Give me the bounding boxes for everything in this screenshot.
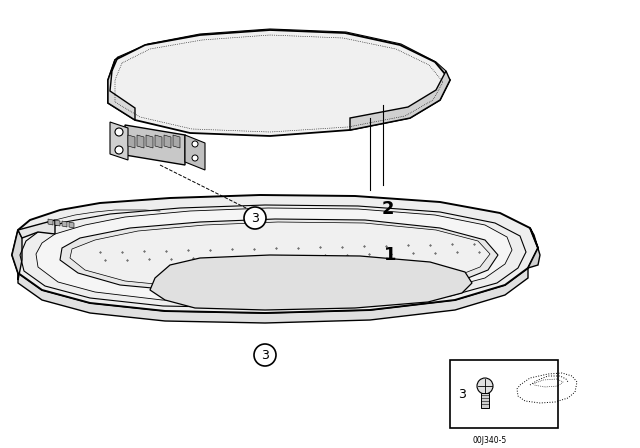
Circle shape: [254, 344, 276, 366]
Polygon shape: [137, 135, 144, 148]
Polygon shape: [108, 57, 135, 120]
Polygon shape: [18, 268, 528, 323]
Circle shape: [192, 155, 198, 161]
Polygon shape: [110, 122, 128, 160]
Text: 1: 1: [384, 246, 396, 264]
Circle shape: [115, 128, 123, 136]
Polygon shape: [108, 30, 450, 136]
Polygon shape: [350, 71, 450, 130]
Text: 2: 2: [381, 200, 394, 218]
Polygon shape: [36, 208, 512, 302]
Circle shape: [477, 378, 493, 394]
Polygon shape: [12, 230, 22, 280]
Polygon shape: [60, 219, 498, 294]
Polygon shape: [69, 222, 74, 228]
Text: 3: 3: [261, 349, 269, 362]
Circle shape: [244, 207, 266, 229]
Circle shape: [192, 141, 198, 147]
Polygon shape: [125, 125, 185, 165]
Polygon shape: [70, 222, 490, 290]
Polygon shape: [146, 135, 153, 148]
Polygon shape: [173, 135, 180, 148]
Polygon shape: [48, 219, 53, 225]
Polygon shape: [62, 221, 67, 227]
Polygon shape: [185, 135, 205, 170]
Polygon shape: [128, 135, 135, 148]
Polygon shape: [150, 255, 472, 310]
Polygon shape: [18, 220, 55, 238]
Text: 3: 3: [251, 211, 259, 224]
Circle shape: [115, 146, 123, 154]
Polygon shape: [55, 220, 60, 226]
Text: 3: 3: [458, 388, 466, 401]
Polygon shape: [164, 135, 171, 148]
Polygon shape: [481, 393, 489, 408]
Polygon shape: [118, 29, 446, 90]
Polygon shape: [528, 228, 540, 268]
Polygon shape: [110, 41, 436, 126]
Bar: [450, 360, 558, 428]
Polygon shape: [12, 195, 538, 313]
Polygon shape: [155, 135, 162, 148]
Text: 00J340-5: 00J340-5: [473, 436, 507, 445]
